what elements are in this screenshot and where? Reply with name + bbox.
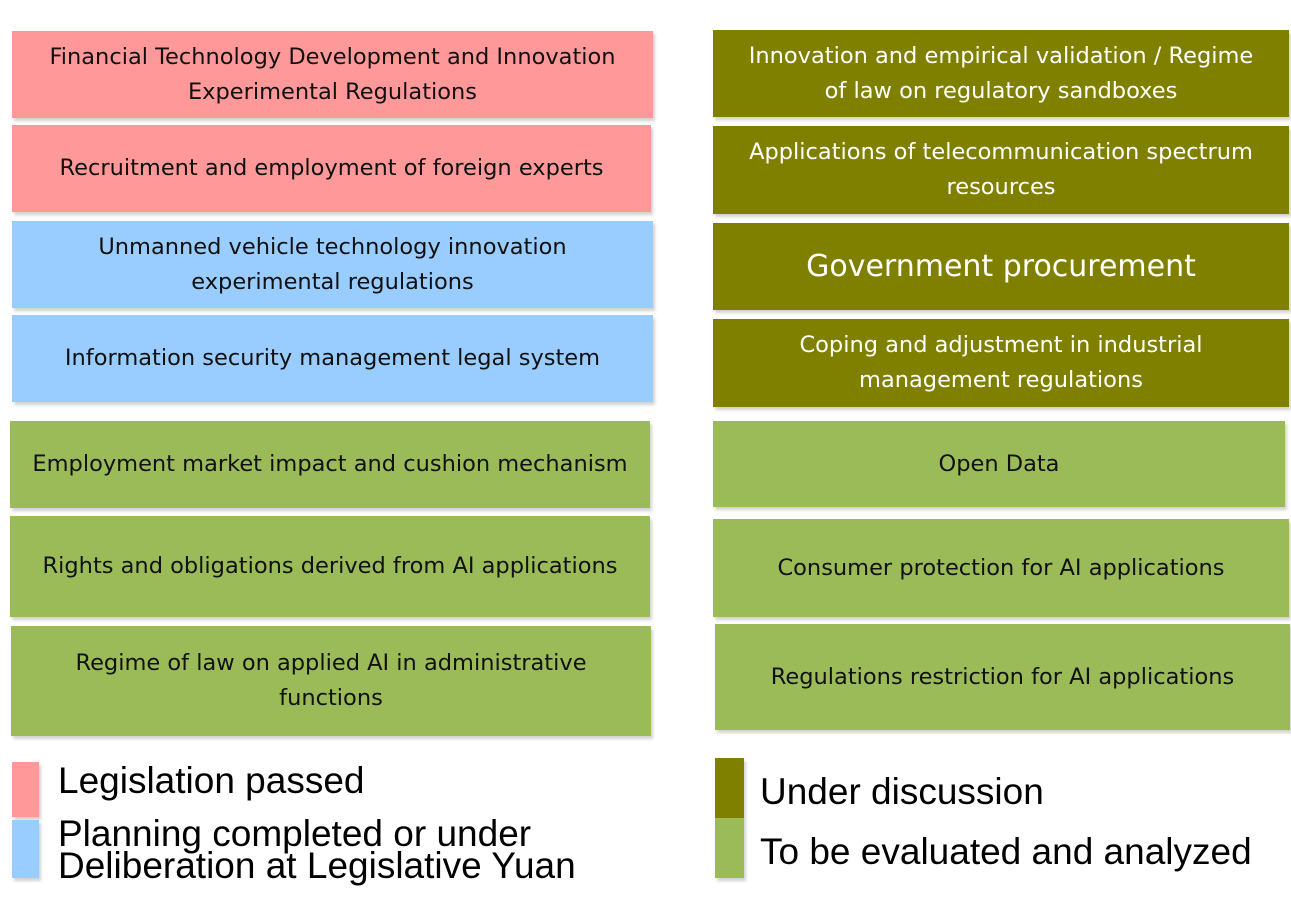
item-label: Open Data — [938, 450, 1060, 477]
item-information-security: Information security management legal sy… — [12, 315, 653, 402]
item-employment-market: Employment market impact and cushion mec… — [10, 421, 650, 508]
item-label: Innovation and empirical validation / Re… — [748, 42, 1254, 104]
item-label: Coping and adjustment in industrial mana… — [799, 332, 1203, 393]
item-open-data: Open Data — [713, 421, 1285, 507]
legend-label-planning: Planning completed or under Deliberation… — [58, 813, 576, 886]
item-foreign-experts: Recruitment and employment of foreign ex… — [12, 125, 651, 212]
legend-swatch-passed — [12, 762, 39, 817]
item-label: Consumer protection for AI applications — [777, 554, 1225, 581]
legend-label-to-be-evaluated: To be evaluated and analyzed — [760, 831, 1252, 872]
item-label: Regulations restriction for AI applicati… — [770, 663, 1235, 690]
legend-label-under-discussion: Under discussion — [760, 771, 1044, 812]
item-label: Information security management legal sy… — [64, 345, 601, 371]
item-regulatory-sandboxes: Innovation and empirical validation / Re… — [713, 30, 1289, 117]
item-label: Regime of law on applied AI in administr… — [75, 650, 587, 711]
item-industrial-management: Coping and adjustment in industrial mana… — [713, 319, 1289, 407]
legend-swatch-to-be-evaluated — [715, 818, 744, 878]
item-telecom-spectrum: Applications of telecommunication spectr… — [713, 126, 1289, 214]
item-regulations-restriction: Regulations restriction for AI applicati… — [715, 624, 1290, 730]
legend-label-passed: Legislation passed — [58, 760, 365, 801]
item-rights-obligations: Rights and obligations derived from AI a… — [10, 516, 650, 617]
item-administrative-ai: Regime of law on applied AI in administr… — [11, 626, 651, 736]
item-label: Rights and obligations derived from AI a… — [42, 553, 618, 579]
item-government-procurement: Government procurement — [713, 223, 1289, 310]
item-label: Recruitment and employment of foreign ex… — [59, 155, 604, 181]
legend-swatch-under-discussion — [715, 758, 744, 818]
legend-swatch-planning — [12, 820, 39, 878]
item-label: Financial Technology Development and Inn… — [49, 43, 616, 105]
item-fintech-regulations: Financial Technology Development and Inn… — [12, 31, 653, 118]
item-label: Employment market impact and cushion mec… — [32, 451, 628, 477]
item-label: Government procurement — [806, 249, 1196, 284]
item-label: Unmanned vehicle technology innovation e… — [98, 233, 567, 295]
item-consumer-protection: Consumer protection for AI applications — [713, 519, 1289, 617]
item-label: Applications of telecommunication spectr… — [749, 139, 1253, 200]
item-unmanned-vehicle: Unmanned vehicle technology innovation e… — [12, 221, 653, 308]
